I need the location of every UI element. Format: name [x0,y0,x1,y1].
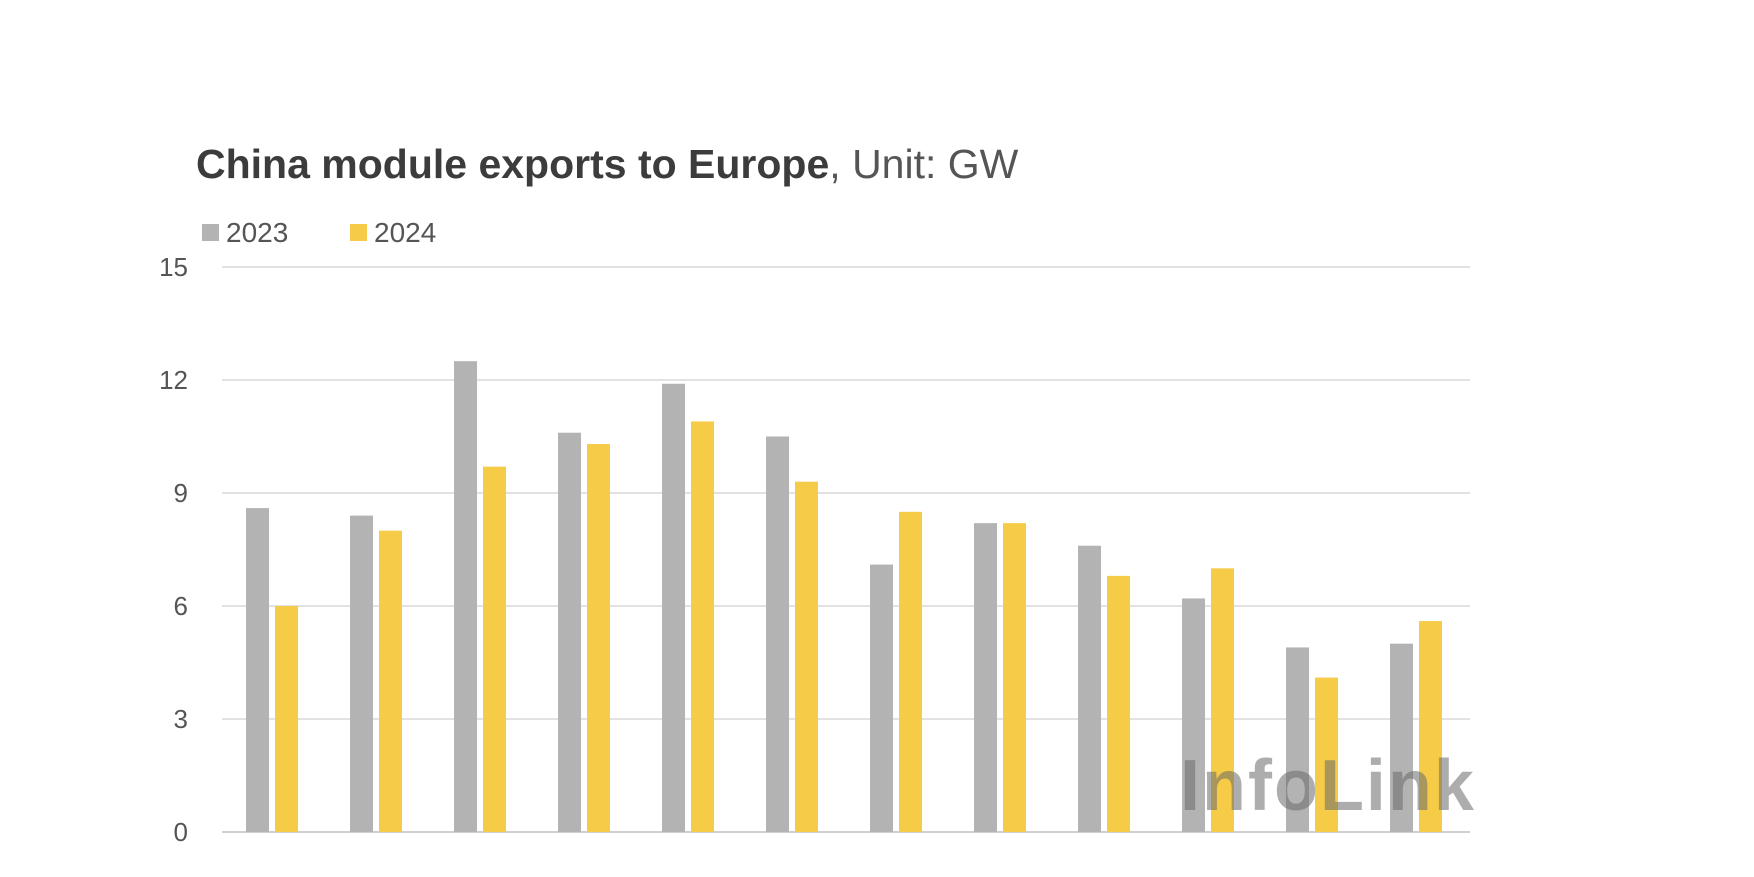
bar-2023-1 [246,508,269,832]
y-tick-label: 12 [159,365,188,395]
watermark-logo: InfoLink [1180,746,1476,826]
y-tick-label: 0 [174,817,188,847]
bar-2024-5 [691,421,714,832]
legend-label-2023: 2023 [226,217,288,248]
y-tick-label: 6 [174,591,188,621]
bar-2023-10 [1182,598,1205,832]
bar-2024-2 [379,530,402,832]
y-tick-label: 9 [174,478,188,508]
bar-2023-8 [974,523,997,832]
bar-2024-9 [1107,575,1130,832]
bar-2024-4 [587,444,610,832]
y-tick-label: 15 [159,252,188,282]
bar-2023-6 [766,436,789,832]
chart-title-unit: , Unit: GW [829,141,1018,187]
bar-2023-4 [558,432,581,832]
bar-2024-3 [483,466,506,832]
bar-2023-2 [350,515,373,832]
y-axis-tick-labels: 0 3 6 9 12 15 [159,252,188,847]
bar-2023-3 [454,361,477,832]
bar-2024-7 [899,511,922,832]
bar-2024-8 [1003,523,1026,832]
bar-2023-11 [1286,647,1309,832]
bar-2024-10 [1211,568,1234,832]
bar-2023-12 [1390,643,1413,832]
bar-2023-9 [1078,545,1101,832]
legend-label-2024: 2024 [374,217,436,248]
bar-2023-5 [662,383,685,832]
chart-title: China module exports to Europe, Unit: GW [196,141,1019,187]
legend-swatch-2024 [350,224,367,241]
bar-2024-1 [275,606,298,832]
bar-2023-7 [870,564,893,832]
legend: 2023 2024 [202,217,436,248]
bars [246,361,1442,832]
bar-2024-12 [1419,621,1442,832]
y-tick-label: 3 [174,704,188,734]
chart-title-main: China module exports to Europe [196,141,829,187]
gridlines [222,266,1470,833]
bar-2024-11 [1315,677,1338,832]
bar-2024-6 [795,481,818,832]
svg-text:China module exports to Europe: China module exports to Europe, Unit: GW [196,141,1019,187]
legend-swatch-2023 [202,224,219,241]
